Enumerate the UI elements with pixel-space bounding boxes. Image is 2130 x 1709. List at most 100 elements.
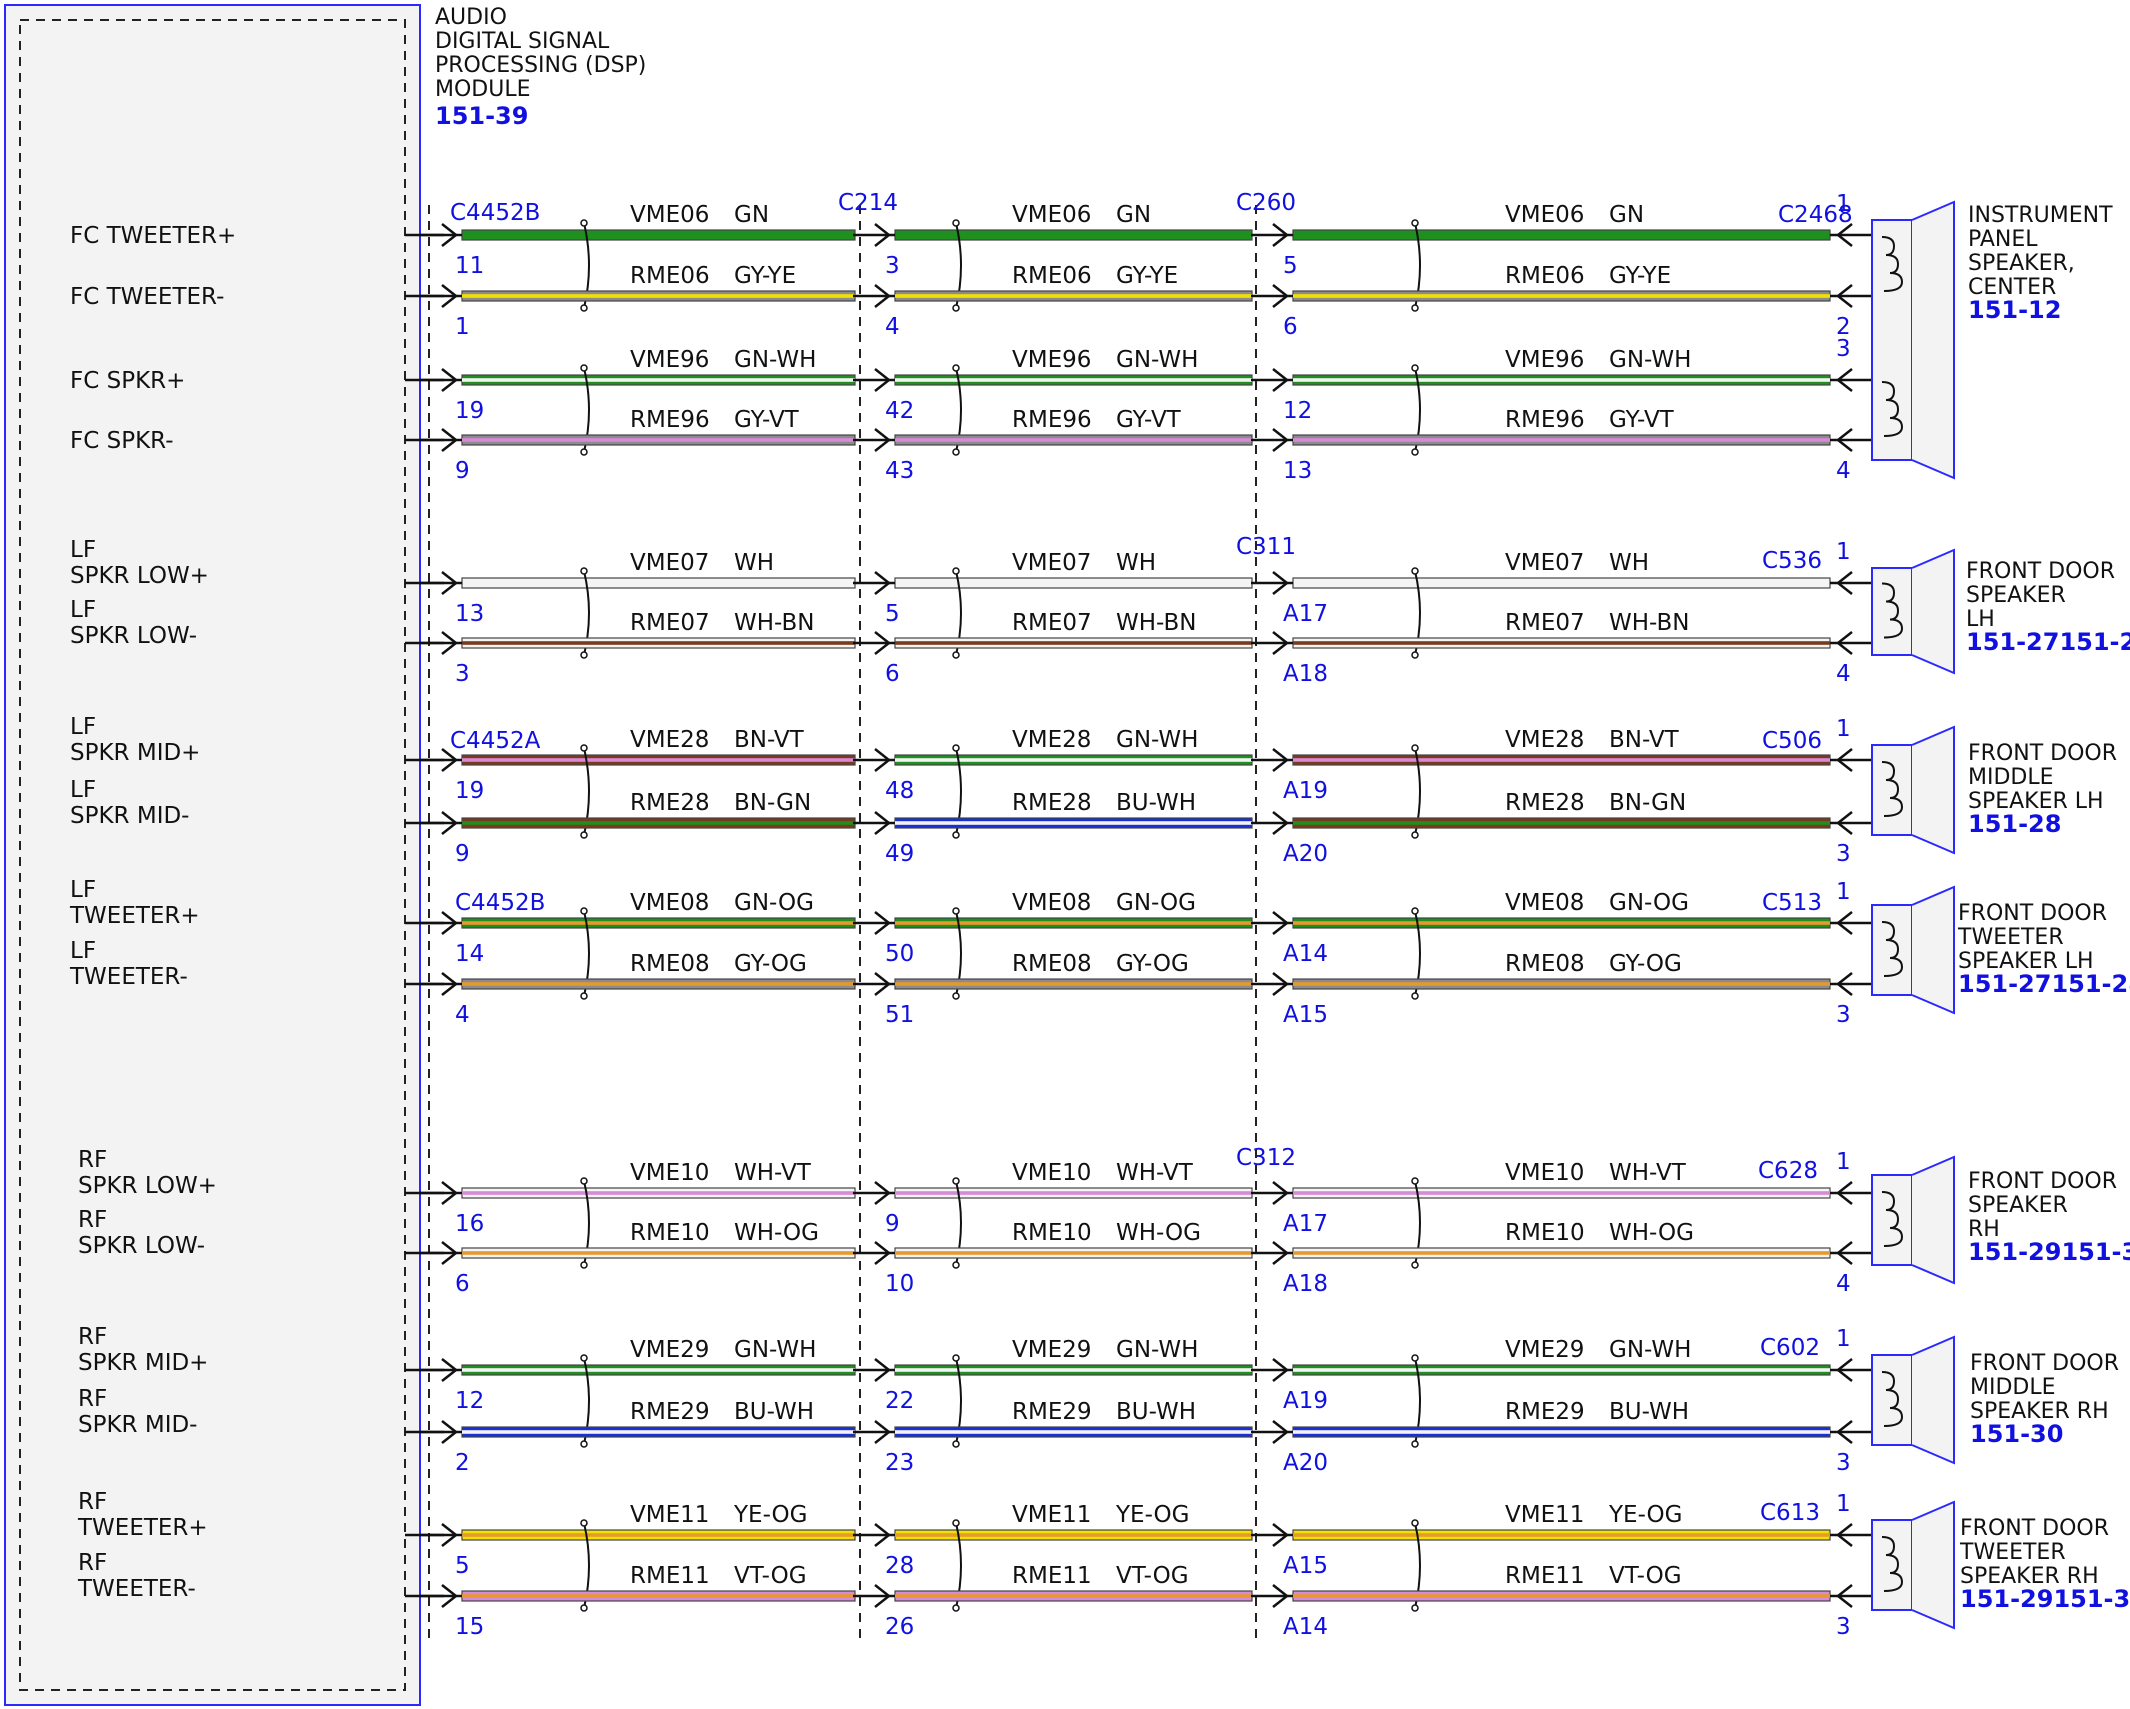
twisted-pair-end [952,1519,960,1527]
signal-label: SPKR LOW+ [78,1173,217,1199]
speaker-label: FRONT DOOR [1958,901,2107,926]
wire-row: FC TWEETER- RME06 GY-YE 1 RME06 GY-YE 4 RME06 GY… [70,263,1900,340]
pin-number: 51 [885,1002,914,1028]
connector-chevron-icon [1835,1420,1853,1444]
circuit-label: VME08 [630,890,709,916]
connector-chevron-icon [1835,811,1853,835]
connector-chevron-icon [1272,223,1290,247]
twisted-pair-end [952,219,960,227]
connector-chevron-icon [1272,428,1290,452]
wire-stripe [895,1368,1252,1372]
speaker-cone-icon [1911,725,1955,855]
twisted-pair-end [580,831,588,839]
signal-label: RF [78,1207,107,1233]
circuit-label: RME06 [1505,263,1585,289]
connector-chevron-icon [1272,368,1290,392]
end-pin-number: 3 [1836,1002,1851,1028]
circuit-label: RME10 [1505,1220,1585,1246]
twisted-pair-end [952,831,960,839]
wire-color-label: WH-OG [734,1220,819,1246]
signal-label: LF [70,714,96,740]
circuit-label: VME28 [1012,727,1091,753]
twisted-pair-end [580,1354,588,1362]
pin-number: 50 [885,941,914,967]
wire-color-label: YE-OG [1115,1502,1189,1528]
speaker-cone-icon [1911,1155,1955,1285]
circuit-label: VME07 [1012,550,1091,576]
speaker-body [1871,1354,1913,1446]
wire-stripe [1293,438,1830,442]
module-ref: 151-39 [435,102,528,130]
connector-chevron-icon [1272,631,1290,655]
pin-number: 43 [885,458,914,484]
speaker-cone-icon [1911,1335,1955,1465]
signal-label: SPKR MID- [78,1412,197,1438]
end-pin-number: 1 [1836,191,1851,217]
circuit-label: VME08 [1012,890,1091,916]
wire-color-label: BN-GN [1609,790,1686,816]
wire-stripe [462,438,855,442]
connector-chevron-icon [441,1241,459,1265]
circuit-label: VME07 [1505,550,1584,576]
end-pin-number: 1 [1836,1491,1851,1517]
connector-chevron-icon [1272,1420,1290,1444]
pin-number: A15 [1283,1002,1328,1028]
wire-stripe [1293,921,1830,925]
signal-label: TWEETER+ [69,903,200,929]
speaker-coil-icon [1881,1536,1904,1592]
wire-color-label: YE-OG [733,1502,807,1528]
circuit-label: VME96 [1012,347,1091,373]
wire-color-label: GY-YE [734,263,796,289]
connector-chevron-icon [1835,911,1853,935]
dsp-module-inner-border [19,19,406,1691]
wire-row: FC SPKR- RME96 GY-VT 9 RME96 GY-VT 43 RME96 GY-V… [70,407,1900,484]
pin-number: 4 [455,1002,470,1028]
pin-number: A20 [1283,1450,1328,1476]
connector-chevron-icon [874,428,892,452]
pin-number: 16 [455,1211,484,1237]
connector-chevron-icon [441,223,459,247]
speaker-ref: 151-27151-28 [1958,970,2130,998]
wire-stripe [895,1251,1252,1255]
connector-chevron-icon [1835,428,1853,452]
end-pin-number: 1 [1836,1326,1851,1352]
circuit-label: RME28 [1012,790,1092,816]
connector-chevron-icon [441,368,459,392]
connector-chevron-icon [441,811,459,835]
pin-number: 6 [1283,314,1298,340]
wire-color-label: WH-BN [734,610,815,636]
connector-chevron-icon [874,1241,892,1265]
pin-number: 10 [885,1271,914,1297]
speaker-label: FRONT DOOR [1968,741,2117,766]
wire-stripe [895,378,1252,382]
speaker-label: RH [1968,1217,2000,1242]
module-title-line: PROCESSING (DSP) [435,53,646,78]
circuit-label: VME96 [1505,347,1584,373]
wire-color-label: YE-OG [1608,1502,1682,1528]
twisted-pair-end [1411,831,1419,839]
wire-color-label: WH-VT [1116,1160,1194,1186]
wire-color-label: WH-BN [1609,610,1690,636]
speaker-label: SPEAKER LH [1958,949,2094,974]
pin-number: 19 [455,398,484,424]
signal-label: RF [78,1550,107,1576]
wire-stripe [895,641,1252,645]
speaker-label: INSTRUMENT [1968,203,2113,228]
circuit-label: RME11 [630,1563,710,1589]
wire-color-label: GN-WH [734,1337,816,1363]
connector-label: C513 [1762,890,1822,916]
wire-row: FC SPKR+ VME96 GN-WH 19 VME96 GN-WH 42 VME96 GN-… [70,336,1900,456]
twisted-pair-end [952,907,960,915]
wire-stripe [895,758,1252,762]
circuit-label: RME96 [630,407,710,433]
speaker-label: SPEAKER RH [1970,1399,2109,1424]
twisted-pair-end [1411,1604,1419,1612]
wire-color-label: GY-VT [1116,407,1182,433]
connector-chevron-icon [874,811,892,835]
connector-chevron-icon [874,1358,892,1382]
